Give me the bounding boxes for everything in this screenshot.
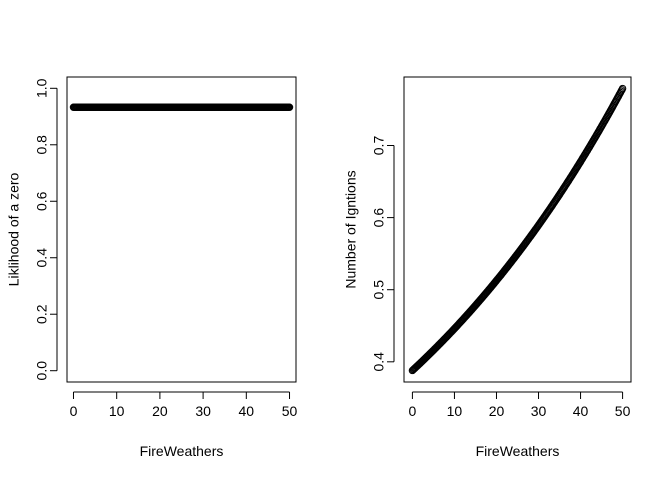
x-tick-label: 40: [573, 403, 589, 419]
y-tick-label: 0.7: [371, 136, 387, 156]
y-tick-label: 1.0: [34, 78, 50, 98]
y-tick-label: 0.6: [34, 191, 50, 211]
x-tick-label: 40: [239, 403, 255, 419]
x-axis-label: FireWeathers: [140, 443, 224, 459]
data-series: [69, 103, 294, 111]
data-series: [408, 84, 627, 375]
x-tick-label: 30: [531, 403, 547, 419]
x-tick-label: 0: [409, 403, 417, 419]
x-tick-label: 50: [615, 403, 631, 419]
y-axis-label: Number of Igntions: [343, 170, 359, 288]
plot-frame: [403, 76, 632, 383]
x-tick-label: 10: [109, 403, 125, 419]
x-axis-label: FireWeathers: [476, 443, 560, 459]
y-axis-label: Liklihood of a zero: [6, 172, 22, 286]
x-tick-label: 10: [447, 403, 463, 419]
y-tick-label: 0.4: [34, 248, 50, 268]
x-tick-label: 50: [282, 403, 298, 419]
y-tick-label: 0.5: [371, 280, 387, 300]
y-tick-label: 0.0: [34, 361, 50, 381]
x-tick-label: 30: [195, 403, 211, 419]
x-tick-label: 0: [70, 403, 78, 419]
right-plot-panel: 0 10 20 30 40 50 0.4 0.5 0.6 0.7 FireWeathers Numbe…: [343, 76, 632, 459]
y-tick-label: 0.8: [34, 135, 50, 155]
plot-frame: [66, 76, 297, 383]
data-point: [618, 84, 627, 93]
x-tick-label: 20: [152, 403, 168, 419]
data-point: [285, 103, 294, 111]
left-plot-panel: 0 10 20 30 40 50 0.0 0.2 0.4 0.6 0.8 1.0 FireWeather…: [6, 76, 298, 459]
x-tick-label: 20: [489, 403, 505, 419]
y-tick-label: 0.2: [34, 304, 50, 324]
y-tick-label: 0.4: [371, 352, 387, 372]
y-tick-label: 0.6: [371, 208, 387, 228]
